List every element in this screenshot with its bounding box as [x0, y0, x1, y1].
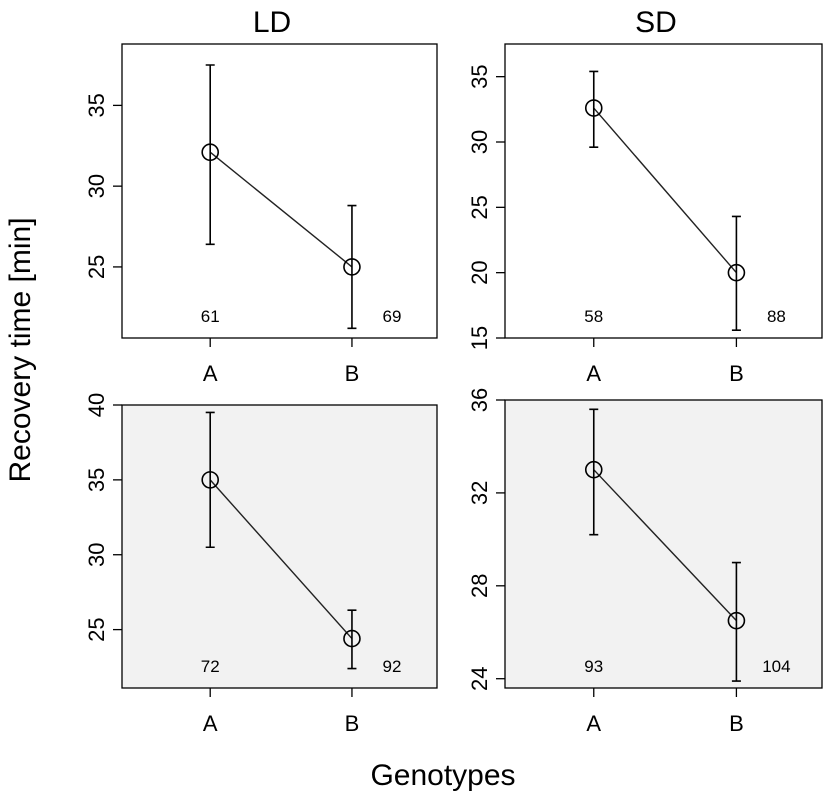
data-point-b: [727, 263, 746, 282]
mean-line: [209, 151, 353, 268]
plot-frame: [121, 43, 438, 339]
y-tick-label: 40: [84, 393, 109, 417]
y-tick-label: 30: [84, 174, 109, 198]
error-bar-b: [731, 215, 741, 331]
sample-size-label: 61: [201, 307, 220, 326]
data-point-b: [343, 258, 361, 276]
x-tick-label-a: A: [203, 711, 218, 736]
sample-size-label: 69: [382, 307, 401, 326]
y-tick-label: 28: [467, 574, 492, 598]
plot-frame: [504, 43, 823, 339]
column-title-sd: SD: [635, 6, 677, 39]
x-tick-label-b: B: [729, 361, 744, 386]
error-bar-b: [731, 561, 741, 682]
column-title-ld: LD: [253, 6, 291, 39]
data-point-a: [201, 471, 219, 489]
error-bar-a: [205, 64, 215, 246]
x-tick-label-b: B: [345, 361, 360, 386]
sample-size-label: 58: [584, 307, 603, 326]
x-tick-label-a: A: [586, 361, 601, 386]
data-point-a: [584, 460, 603, 479]
data-point-b: [343, 629, 361, 648]
mean-line: [593, 107, 737, 274]
error-bar-a: [589, 408, 599, 536]
y-tick-label: 30: [84, 542, 109, 566]
y-tick-label: 32: [467, 481, 492, 505]
panel-4: 24 28 32 36 A B 93 104: [467, 388, 823, 736]
error-bar-a: [589, 70, 599, 149]
plot-frame: [121, 404, 438, 689]
panel-3: 25 30 35 40 A B 72 92: [84, 393, 438, 736]
y-tick-label: 15: [467, 326, 492, 350]
sample-size-label: 92: [382, 657, 401, 676]
x-tick-label-b: B: [729, 711, 744, 736]
x-tick-label-a: A: [586, 711, 601, 736]
error-bar-b: [347, 204, 357, 330]
y-tick-label: 25: [84, 617, 109, 641]
error-bar-a: [205, 411, 215, 549]
y-tick-label: 25: [84, 255, 109, 279]
mean-line: [209, 479, 353, 640]
panel-1: 25 30 35 A B 61 69: [84, 43, 438, 386]
sample-size-label: 104: [762, 657, 790, 676]
data-point-a: [584, 99, 603, 117]
mean-line: [593, 469, 737, 622]
sample-size-label: 93: [584, 657, 603, 676]
y-tick-label: 30: [467, 130, 492, 154]
data-point-b: [727, 611, 746, 630]
data-point-a: [201, 143, 219, 162]
x-tick-label-a: A: [203, 361, 218, 386]
sample-size-label: 72: [201, 657, 220, 676]
x-axis-title: Genotypes: [370, 759, 515, 792]
y-axis-title: Recovery time [min]: [4, 217, 37, 482]
panels: 25 30 35 A B 61 69 15 20 25 30 35 A B 58 88 25 30 35 40 A B 72…: [84, 43, 823, 736]
y-tick-label: 36: [467, 388, 492, 412]
panel-2: 15 20 25 30 35 A B 58 88: [467, 43, 823, 386]
sample-size-label: 88: [767, 307, 786, 326]
y-tick-label: 25: [467, 195, 492, 219]
error-bar-b: [347, 609, 357, 670]
y-tick-label: 24: [467, 666, 492, 690]
y-tick-label: 35: [84, 468, 109, 492]
y-tick-label: 35: [84, 93, 109, 117]
y-tick-label: 35: [467, 64, 492, 88]
x-tick-label-b: B: [345, 711, 360, 736]
y-tick-label: 20: [467, 260, 492, 284]
